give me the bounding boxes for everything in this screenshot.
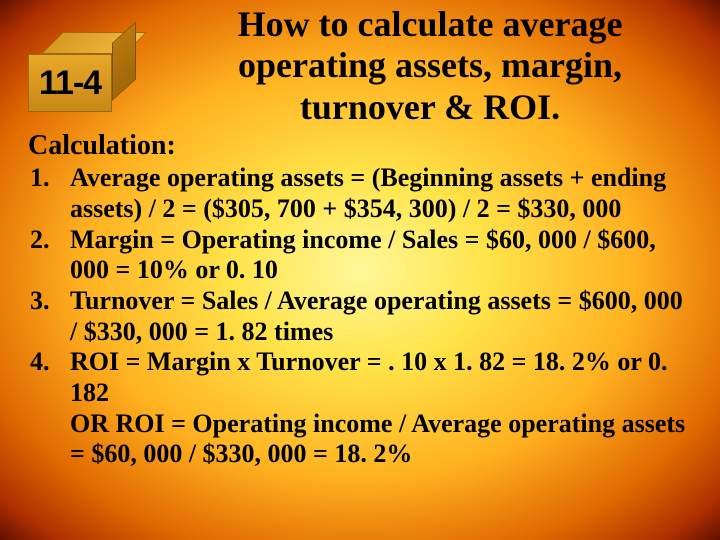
slide-content: Calculation: 1. Average operating assets… [28,130,692,470]
item-text: Margin = Operating income / Sales = $60,… [70,225,692,286]
slide-number: 11-4 [39,64,101,103]
calculation-list: 1. Average operating assets = (Beginning… [28,163,692,408]
list-item: 3. Turnover = Sales / Average operating … [28,286,692,347]
or-alternate-formula: OR ROI = Operating income / Average oper… [28,409,692,470]
slide-number-cube: 11-4 [28,32,138,122]
list-item: 1. Average operating assets = (Beginning… [28,163,692,224]
cube-front-face: 11-4 [28,54,112,112]
item-number: 2. [28,225,70,286]
calculation-heading: Calculation: [28,130,692,162]
list-item: 4. ROI = Margin x Turnover = . 10 x 1. 8… [28,347,692,408]
item-text: Turnover = Sales / Average operating ass… [70,286,692,347]
slide-header: 11-4 How to calculate average operating … [28,4,692,128]
item-text: Average operating assets = (Beginning as… [70,163,692,224]
item-number: 1. [28,163,70,224]
item-text: ROI = Margin x Turnover = . 10 x 1. 82 =… [70,347,692,408]
list-item: 2. Margin = Operating income / Sales = $… [28,225,692,286]
slide-title: How to calculate average operating asset… [168,4,692,128]
item-number: 4. [28,347,70,408]
item-number: 3. [28,286,70,347]
